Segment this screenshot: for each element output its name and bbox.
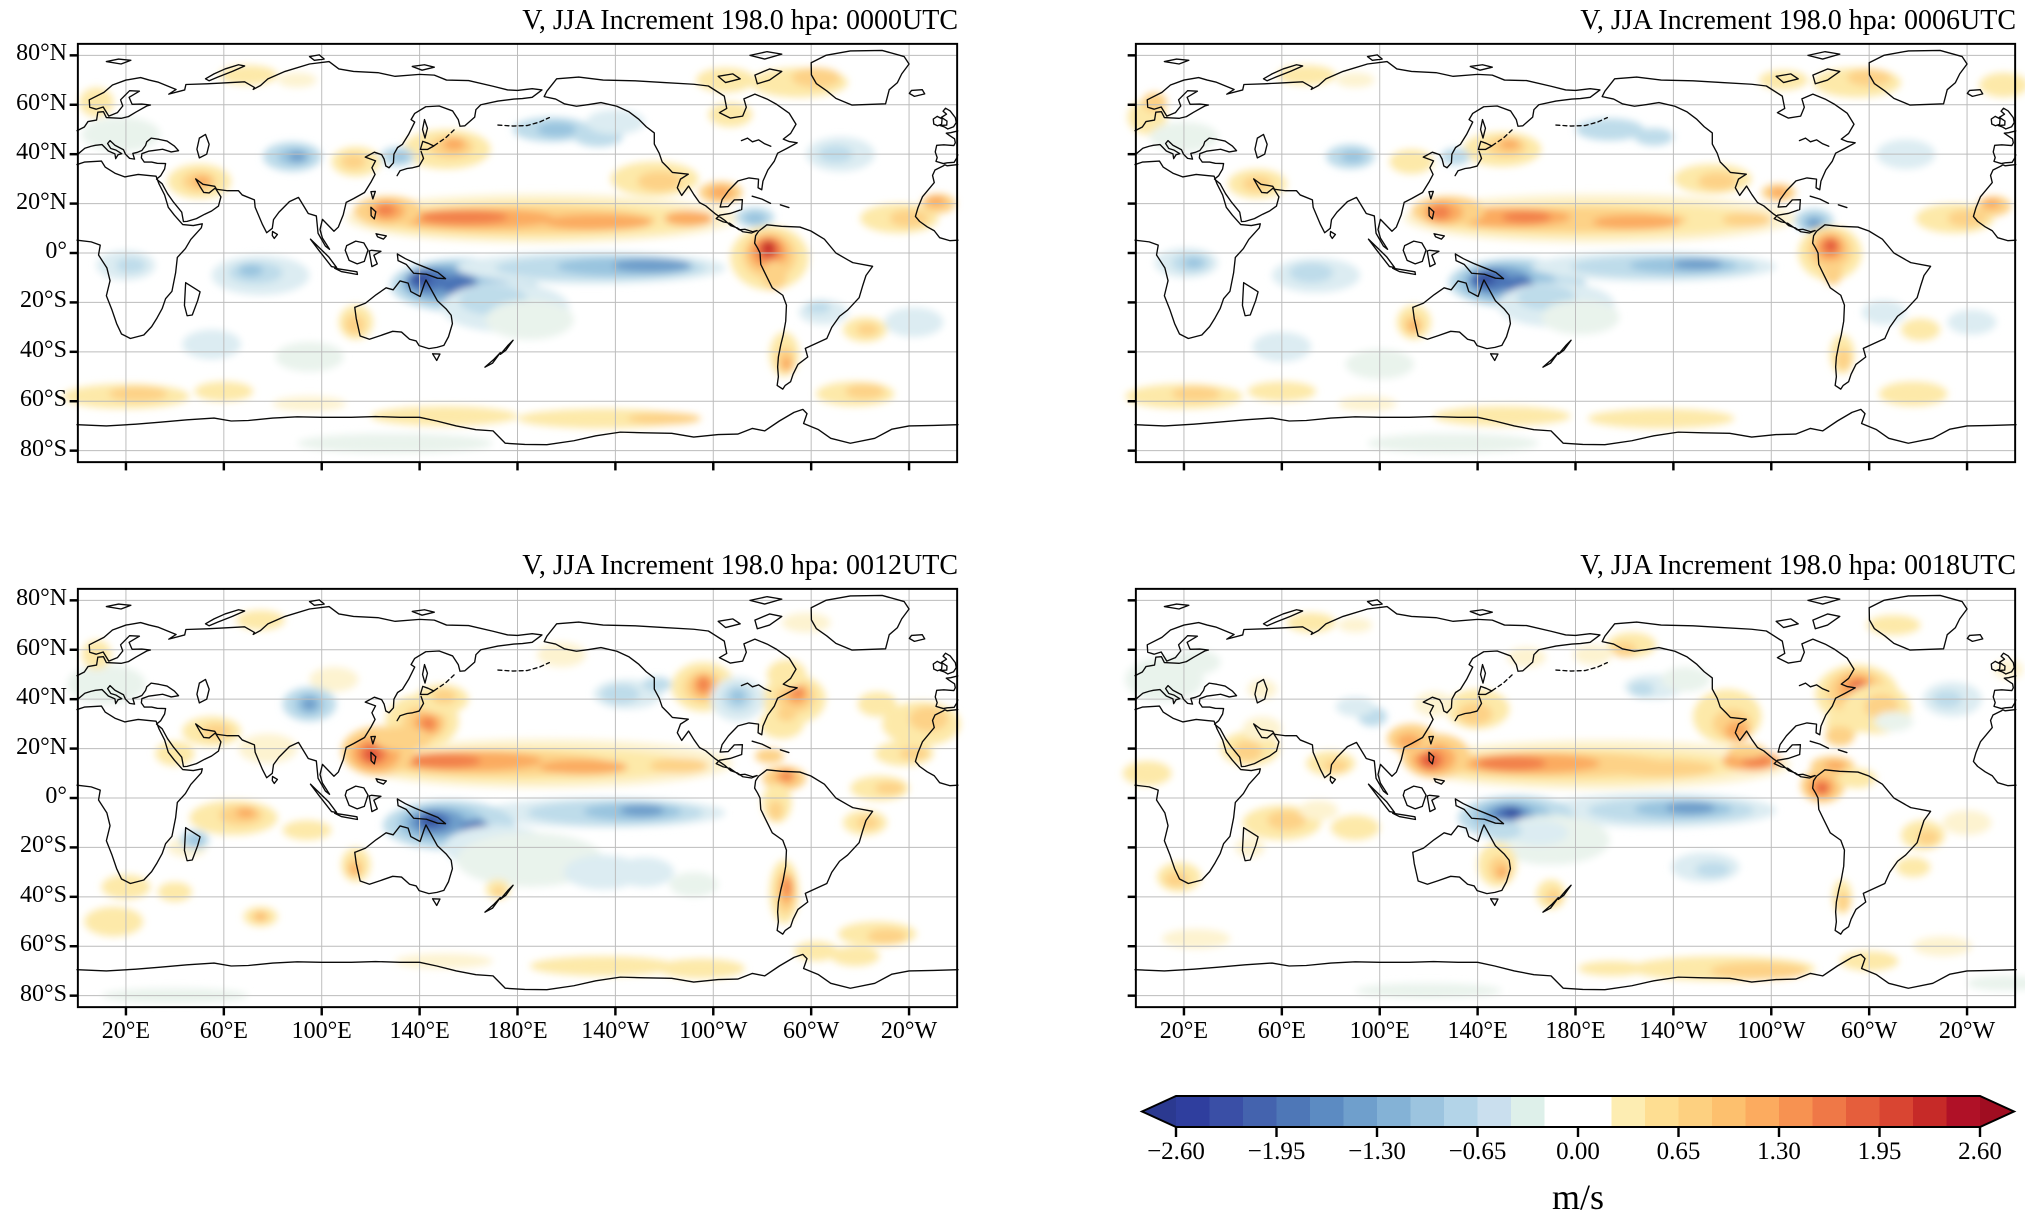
graticule (77, 588, 959, 1008)
coastlines (76, 594, 959, 991)
map-panel-0018UTC (1122, 587, 2025, 1016)
increment-field (1125, 65, 2025, 454)
lon-tick-label: 20°E (1159, 1018, 1209, 1044)
colorbar-tick-label: 1.30 (1757, 1138, 1801, 1165)
lat-tick-label: 60°N (16, 634, 67, 661)
lon-tick-label: 180°E (1545, 1018, 1606, 1044)
lat-tick-label: 80°N (16, 585, 67, 612)
lat-tick-label: 60°N (16, 89, 67, 116)
panel-title-0006UTC: V, JJA Increment 198.0 hpa: 0006UTC (1580, 5, 2016, 36)
graticule (1135, 588, 2016, 1008)
increment-field (1122, 612, 2025, 999)
lon-tick-label: 100°E (1349, 1018, 1410, 1044)
colorbar-tick-label: −2.60 (1147, 1138, 1205, 1165)
lat-tick-label: 80°N (16, 40, 67, 67)
lon-tick-label: 100°E (291, 1018, 352, 1044)
lat-tick-label: 60°S (20, 386, 67, 413)
map-panel-0000UTC (62, 42, 959, 471)
axis-ticks (1127, 54, 1969, 471)
colorbar-unit-label: m/s (1551, 1177, 1604, 1217)
lat-tick-label: 60°S (20, 931, 67, 958)
lon-tick-label: 100°W (679, 1018, 748, 1044)
map-panel-0006UTC (1125, 42, 2025, 471)
colorbar-tick-label: −1.95 (1247, 1138, 1306, 1165)
lat-tick-label: 40°N (16, 139, 67, 166)
lon-tick-label: 140°E (1447, 1018, 1508, 1044)
lon-tick-label: 60°E (1257, 1018, 1306, 1044)
panel-title-0000UTC: V, JJA Increment 198.0 hpa: 0000UTC (522, 5, 958, 36)
colorbar-tick-label: 0.00 (1556, 1138, 1600, 1165)
lat-tick-label: 20°N (16, 188, 67, 215)
lon-tick-label: 60°E (199, 1018, 248, 1044)
lon-tick-label: 60°W (1841, 1018, 1898, 1044)
panel-title-0012UTC: V, JJA Increment 198.0 hpa: 0012UTC (522, 550, 958, 581)
lon-tick-label: 20°W (880, 1018, 938, 1044)
axis-ticks (69, 54, 911, 471)
coastlines (1134, 594, 2017, 991)
panel-title-0018UTC: V, JJA Increment 198.0 hpa: 0018UTC (1580, 550, 2016, 581)
map-panel-0012UTC (67, 587, 961, 1016)
lat-tick-label: 40°S (20, 881, 67, 908)
lat-tick-label: 20°S (20, 287, 67, 314)
lat-tick-label: 40°S (20, 336, 67, 363)
axis-ticks (1127, 599, 1969, 1016)
graticule (77, 43, 959, 463)
coastlines (1134, 49, 2017, 446)
lon-tick-label: 140°W (581, 1018, 650, 1044)
colorbar-tick-label: −1.30 (1348, 1138, 1406, 1165)
colorbar-tick-label: 0.65 (1656, 1138, 1701, 1165)
colorbar-svg (1139, 1095, 2017, 1137)
lat-tick-label: 40°N (16, 684, 67, 711)
lon-tick-label: 60°W (783, 1018, 840, 1044)
lat-tick-label: 0° (45, 783, 67, 809)
lon-tick-label: 140°E (389, 1018, 450, 1044)
colorbar-tick-label: 1.95 (1857, 1138, 1902, 1165)
axis-ticks (69, 599, 911, 1016)
colorbar-tick-label: 2.60 (1958, 1138, 2002, 1165)
lon-tick-label: 180°E (487, 1018, 548, 1044)
lon-tick-label: 20°E (101, 1018, 151, 1044)
lat-tick-label: 80°S (20, 980, 67, 1007)
coastlines (76, 49, 959, 446)
lon-tick-label: 20°W (1938, 1018, 1996, 1044)
lon-tick-label: 100°W (1737, 1018, 1806, 1044)
lon-tick-label: 140°W (1639, 1018, 1708, 1044)
lat-tick-label: 80°S (20, 435, 67, 462)
colorbar-tick-label: −0.65 (1448, 1138, 1507, 1165)
lat-tick-label: 20°N (16, 733, 67, 760)
graticule (1135, 43, 2016, 463)
lat-tick-label: 0° (45, 238, 67, 264)
lat-tick-label: 20°S (20, 832, 67, 859)
colorbar-ticks (1174, 1127, 1982, 1137)
